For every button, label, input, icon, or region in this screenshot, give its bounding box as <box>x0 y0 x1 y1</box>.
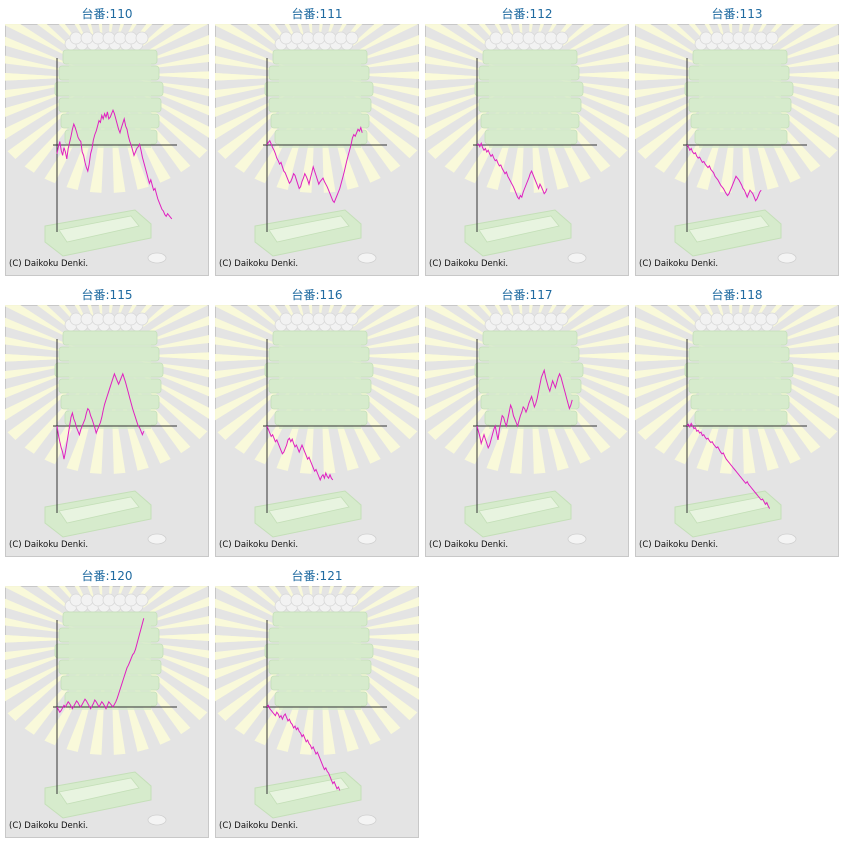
data-line <box>686 144 762 202</box>
copyright-text: (C) Daikoku Denki. <box>429 259 509 269</box>
copyright-text: (C) Daikoku Denki. <box>9 540 89 550</box>
chart-plot[interactable]: (C) Daikoku Denki. <box>5 586 209 838</box>
chart-cell-121: 台番:121 (C) Daikoku Denki. <box>215 562 419 838</box>
chart-title[interactable]: 台番:111 <box>215 7 419 21</box>
chart-title-link[interactable]: 台番:111 <box>291 7 343 21</box>
chart-title[interactable]: 台番:112 <box>425 7 629 21</box>
slot-machine-artwork <box>635 305 839 545</box>
chart-title[interactable]: 台番:110 <box>5 7 209 21</box>
chart-cell-120: 台番:120 (C) Daikoku Denki. <box>5 562 209 838</box>
chart-title-link[interactable]: 台番:121 <box>291 569 343 583</box>
slot-machine-artwork <box>5 305 209 545</box>
chart-cell-116: 台番:116 (C) Daikoku Denki. <box>215 281 419 557</box>
data-line <box>56 618 145 714</box>
chart-title-link[interactable]: 台番:118 <box>711 288 763 302</box>
data-line <box>56 372 145 460</box>
chart-title[interactable]: 台番:121 <box>215 569 419 583</box>
chart-title[interactable]: 台番:115 <box>5 288 209 302</box>
chart-svg <box>5 305 209 557</box>
data-line <box>476 368 573 450</box>
chart-title-link[interactable]: 台番:110 <box>81 7 133 21</box>
chart-title-link[interactable]: 台番:112 <box>501 7 553 21</box>
data-line <box>686 422 771 509</box>
chart-svg <box>5 24 209 276</box>
data-line <box>266 425 334 482</box>
chart-cell-117: 台番:117 (C) Daikoku Denki. <box>425 281 629 557</box>
chart-title-link[interactable]: 台番:117 <box>501 288 553 302</box>
chart-svg <box>635 24 839 276</box>
chart-plot[interactable]: (C) Daikoku Denki. <box>5 305 209 557</box>
data-line <box>266 704 341 791</box>
chart-cell-111: 台番:111 (C) Daikoku Denki. <box>215 0 419 276</box>
chart-plot[interactable]: (C) Daikoku Denki. <box>5 24 209 276</box>
chart-title[interactable]: 台番:113 <box>635 7 839 21</box>
chart-title-link[interactable]: 台番:113 <box>711 7 763 21</box>
chart-plot[interactable]: (C) Daikoku Denki. <box>425 24 629 276</box>
data-line <box>266 126 363 204</box>
slot-machine-artwork <box>5 24 209 264</box>
chart-svg <box>215 586 419 838</box>
copyright-text: (C) Daikoku Denki. <box>429 540 509 550</box>
chart-cell-113: 台番:113 (C) Daikoku Denki. <box>635 0 839 276</box>
chart-cell-112: 台番:112 (C) Daikoku Denki. <box>425 0 629 276</box>
copyright-text: (C) Daikoku Denki. <box>9 821 89 831</box>
copyright-text: (C) Daikoku Denki. <box>9 259 89 269</box>
data-line <box>476 141 548 200</box>
copyright-text: (C) Daikoku Denki. <box>219 259 299 269</box>
chart-plot[interactable]: (C) Daikoku Denki. <box>635 24 839 276</box>
chart-plot[interactable]: (C) Daikoku Denki. <box>215 586 419 838</box>
chart-plot[interactable]: (C) Daikoku Denki. <box>425 305 629 557</box>
chart-title-link[interactable]: 台番:120 <box>81 569 133 583</box>
chart-title[interactable]: 台番:117 <box>425 288 629 302</box>
chart-cell-118: 台番:118 (C) Daikoku Denki. <box>635 281 839 557</box>
chart-plot[interactable]: (C) Daikoku Denki. <box>635 305 839 557</box>
copyright-text: (C) Daikoku Denki. <box>639 540 719 550</box>
chart-cell-115: 台番:115 (C) Daikoku Denki. <box>5 281 209 557</box>
chart-svg <box>215 24 419 276</box>
copyright-text: (C) Daikoku Denki. <box>639 259 719 269</box>
chart-plot[interactable]: (C) Daikoku Denki. <box>215 305 419 557</box>
slot-machine-artwork <box>215 305 419 545</box>
chart-svg <box>635 305 839 557</box>
chart-title-link[interactable]: 台番:116 <box>291 288 343 302</box>
chart-title[interactable]: 台番:118 <box>635 288 839 302</box>
chart-svg <box>215 305 419 557</box>
chart-svg <box>425 305 629 557</box>
chart-title-link[interactable]: 台番:115 <box>81 288 133 302</box>
chart-title[interactable]: 台番:120 <box>5 569 209 583</box>
chart-cell-110: 台番:110 (C) Daikoku Denki. <box>5 0 209 276</box>
chart-plot[interactable]: (C) Daikoku Denki. <box>215 24 419 276</box>
copyright-text: (C) Daikoku Denki. <box>219 540 299 550</box>
data-line <box>56 108 173 220</box>
copyright-text: (C) Daikoku Denki. <box>219 821 299 831</box>
chart-svg <box>425 24 629 276</box>
chart-title[interactable]: 台番:116 <box>215 288 419 302</box>
chart-svg <box>5 586 209 838</box>
